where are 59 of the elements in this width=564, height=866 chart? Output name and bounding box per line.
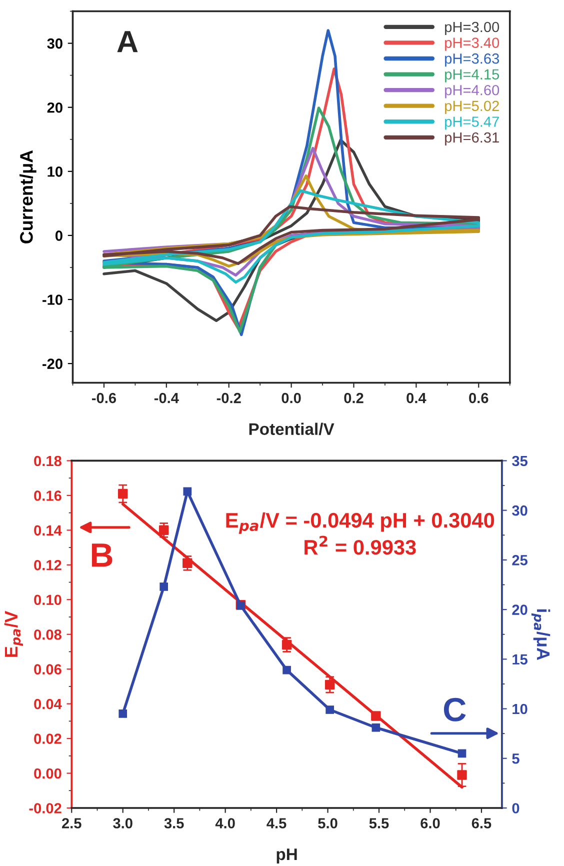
- x-tick-label: -0.2: [216, 392, 241, 404]
- annotation: E$_{pa}$/V = -0.0494 pH + 0.3040: [226, 512, 494, 534]
- y-tick-label: -10: [42, 294, 62, 305]
- y-tick-label: 0.12: [34, 560, 62, 570]
- legend-label: pH=5.02: [445, 100, 499, 114]
- y-tick-label: 0.02: [34, 734, 62, 744]
- y-tick-label: 0.14: [34, 525, 62, 536]
- y2-tick-label: 10: [512, 704, 528, 714]
- y-tick-label: 30: [47, 38, 62, 49]
- legend-label: pH=3.63: [445, 53, 500, 67]
- x-tick-label: 0.6: [469, 392, 488, 404]
- annotation: A: [117, 31, 138, 52]
- y-axis-title: E$_{pa}$/V: [4, 610, 24, 657]
- x-axis-title: Potential/V: [249, 422, 334, 436]
- y2-tick-label: 25: [512, 555, 528, 566]
- legend-label: pH=6.31: [445, 132, 499, 146]
- y-tick-label: 0.18: [34, 456, 62, 466]
- x-tick-label: 0.2: [344, 392, 364, 404]
- annotation: B: [92, 544, 112, 567]
- y2-tick-label: 35: [512, 456, 528, 466]
- y-tick-label: 0.04: [34, 698, 62, 710]
- y-tick-label: 0.16: [34, 490, 62, 501]
- x-tick-label: 6.5: [472, 818, 492, 828]
- x-tick-label: 5.5: [369, 818, 389, 828]
- y-tick-label: 0.06: [34, 664, 62, 674]
- legend-label: pH=5.47: [445, 116, 499, 130]
- legend-label: pH=4.15: [445, 69, 500, 82]
- y-tick-label: 20: [47, 102, 62, 113]
- y2-tick-label: 15: [512, 654, 528, 665]
- x-axis-title: pH: [276, 848, 297, 864]
- x-tick-label: -0.4: [154, 392, 179, 404]
- legend-label: pH=3.00: [445, 22, 500, 36]
- x-tick-label: 6.0: [420, 818, 440, 828]
- x-tick-label: 4.5: [266, 818, 286, 828]
- y2-tick-label: 5: [512, 754, 520, 764]
- y-tick-label: 0: [56, 230, 62, 241]
- legend-label: pH=4.60: [445, 84, 500, 98]
- annotation: C: [444, 698, 466, 722]
- x-tick-label: -0.6: [92, 392, 116, 404]
- y-tick-label: 0.08: [34, 629, 62, 640]
- x-tick-label: 2.5: [62, 818, 82, 828]
- x-tick-label: 0.4: [406, 392, 426, 404]
- y-axis-title: Current/μA: [20, 150, 36, 244]
- y2-tick-label: 20: [512, 604, 528, 615]
- x-tick-label: 3.0: [113, 818, 132, 828]
- x-tick-label: 3.5: [164, 818, 184, 828]
- x-tick-label: 0.0: [282, 392, 301, 404]
- y2-axis-title: i$_{pa}$/μA: [531, 609, 550, 660]
- y-tick-label: 0.00: [34, 768, 62, 779]
- y-tick-label: -0.02: [29, 803, 62, 814]
- y-tick-label: 0.10: [34, 594, 62, 606]
- x-tick-label: 5.0: [318, 818, 338, 828]
- y-tick-label: 10: [48, 166, 62, 177]
- x-tick-label: 4.0: [215, 818, 235, 828]
- y2-tick-label: 30: [512, 505, 528, 516]
- y2-tick-label: 0: [512, 803, 520, 814]
- annotation: R$^{2}$ = 0.9933: [304, 536, 416, 555]
- y-tick-label: -20: [42, 358, 62, 369]
- legend-label: pH=3.40: [445, 38, 500, 51]
